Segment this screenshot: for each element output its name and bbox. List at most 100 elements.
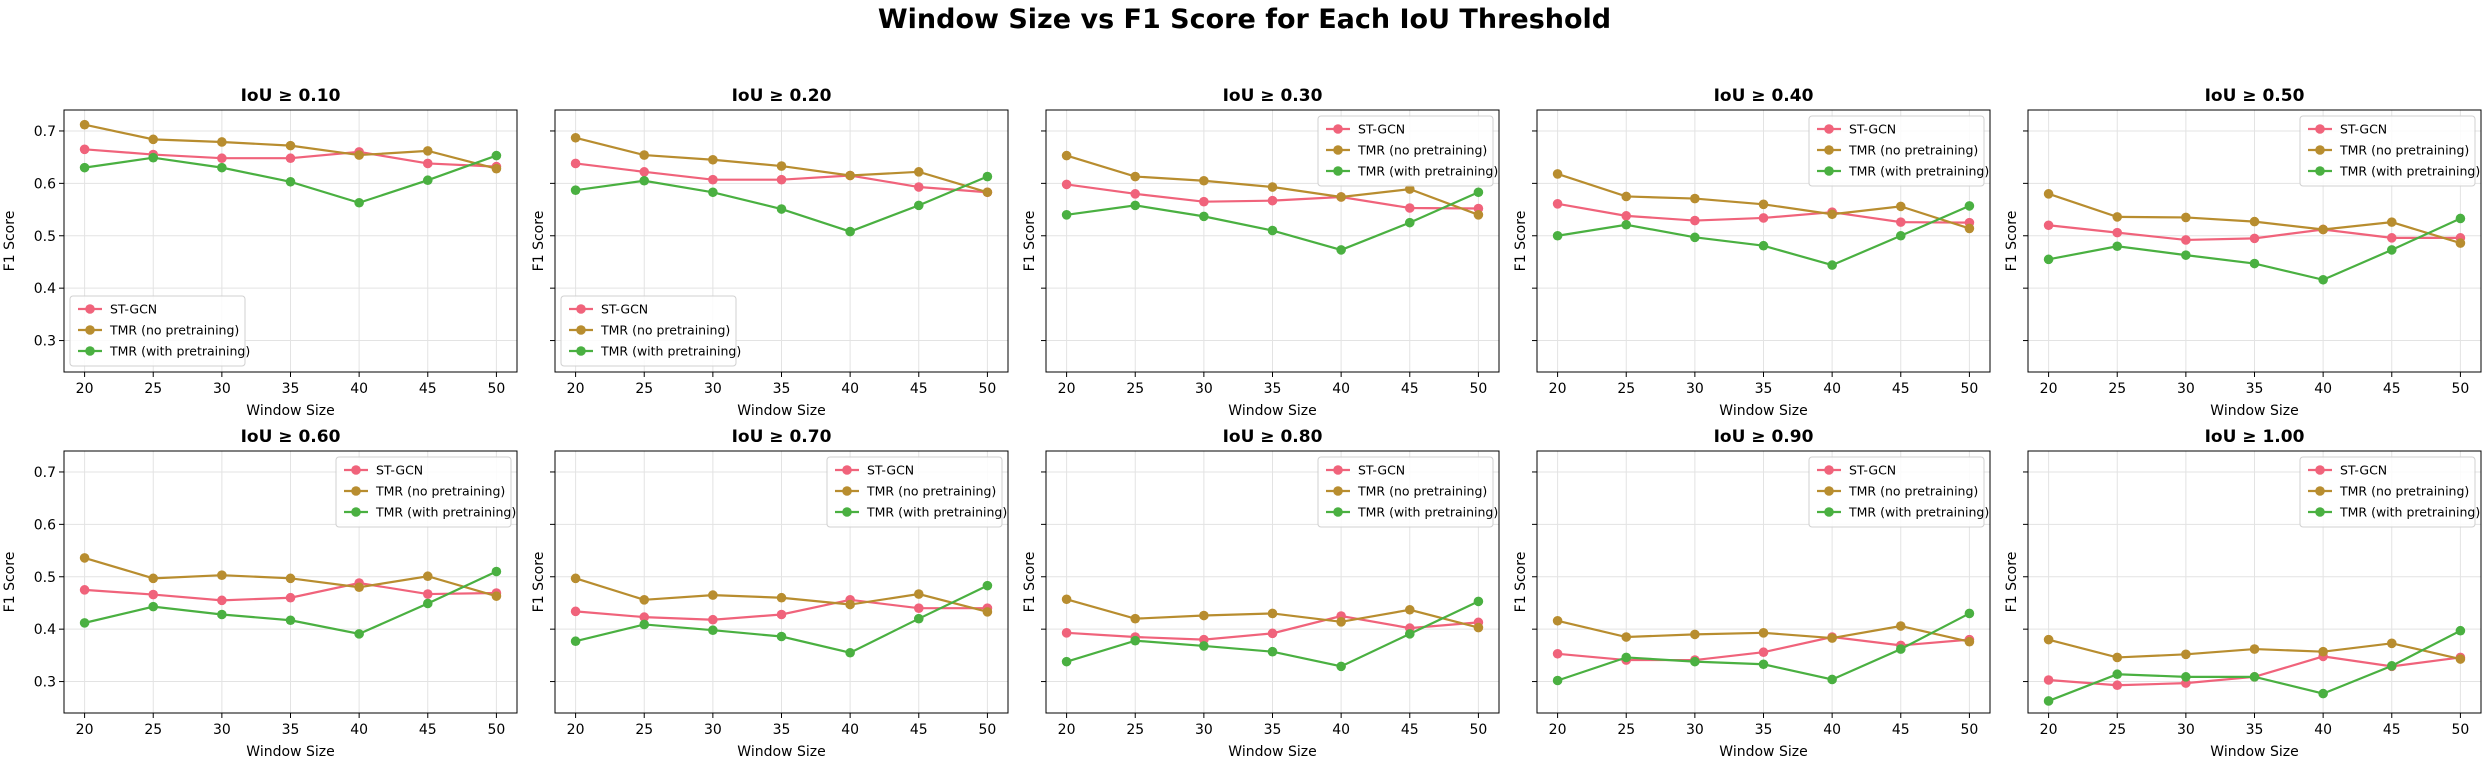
x-axis-label: Window Size <box>2210 403 2298 419</box>
legend-swatch-marker <box>1824 124 1834 134</box>
data-point <box>2181 250 2191 260</box>
data-point <box>2043 634 2054 645</box>
data-point <box>2455 238 2466 248</box>
x-tick-label: 35 <box>773 722 791 738</box>
x-tick-label: 30 <box>1195 381 1213 397</box>
legend-label: ST-GCN <box>2340 463 2387 478</box>
data-point <box>1199 175 1209 186</box>
data-point <box>1130 200 1141 211</box>
data-point <box>1758 240 1769 251</box>
data-point <box>1061 628 1072 638</box>
y-axis-label: F1 Score <box>1022 211 1038 272</box>
data-point <box>2112 212 2123 222</box>
subplot-title: IoU ≥ 0.50 <box>2205 86 2305 106</box>
data-point <box>1758 659 1769 670</box>
subplot-10: 20 25 30 35 40 45 50 IoU ≥ 1.00 Window Size F1 Sc… <box>2004 427 2482 760</box>
data-point <box>2318 274 2328 285</box>
data-point <box>1404 629 1415 639</box>
data-point <box>79 162 90 173</box>
series-tmr-no-pretraining <box>79 553 502 601</box>
subplot-4: 20 25 30 35 40 45 50 IoU ≥ 0.40 Window Size F1 Sc… <box>1513 86 1991 419</box>
x-tick-label: 35 <box>2246 381 2264 397</box>
y-tick-label: 0.5 <box>34 570 56 586</box>
x-tick-label: 50 <box>487 381 505 397</box>
data-point <box>2318 646 2328 657</box>
data-point <box>1061 594 1072 605</box>
y-tick-label: 0.5 <box>34 229 56 245</box>
y-tick-label: 0.3 <box>34 334 56 350</box>
x-tick-label: 20 <box>1058 722 1076 738</box>
data-point <box>491 163 502 174</box>
subplot-5: 20 25 30 35 40 45 50 IoU ≥ 0.50 Window Size F1 Sc… <box>2004 86 2482 419</box>
legend-box <box>826 456 1003 528</box>
data-point <box>776 161 787 171</box>
subplot-3: 20 25 30 35 40 45 50 IoU ≥ 0.30 Window Size F1 Sc… <box>1022 86 1500 419</box>
x-tick-label: 30 <box>1195 722 1213 738</box>
legend-swatch-marker <box>351 486 361 496</box>
axes-frame <box>2027 109 2482 373</box>
data-point <box>1404 184 1415 194</box>
x-tick-label: 45 <box>2383 381 2401 397</box>
x-tick-label: 30 <box>704 722 722 738</box>
data-point <box>1473 622 1484 633</box>
data-point <box>1199 211 1209 222</box>
data-point <box>2455 654 2466 664</box>
data-point <box>708 590 718 600</box>
data-point <box>1130 189 1141 199</box>
data-point <box>1895 201 1906 212</box>
data-point <box>217 609 227 620</box>
data-point <box>2043 696 2054 706</box>
legend-swatch-marker <box>2315 507 2325 517</box>
data-point <box>2386 217 2397 227</box>
x-tick-label: 40 <box>841 381 859 397</box>
axes-frame <box>554 109 1009 373</box>
legend-box <box>2299 456 2476 528</box>
legend-label: TMR (with pretraining) <box>2339 164 2480 179</box>
legend-swatch-marker <box>85 325 95 335</box>
x-tick-label: 20 <box>2040 722 2058 738</box>
y-axis-label: F1 Score <box>2 552 18 613</box>
axes-frame <box>1536 450 1991 714</box>
y-axis-label: F1 Score <box>2 211 18 272</box>
x-tick-label: 30 <box>1686 722 1704 738</box>
data-point <box>982 580 993 591</box>
x-tick-label: 45 <box>419 722 437 738</box>
data-point <box>776 592 787 603</box>
x-tick-label: 45 <box>2383 722 2401 738</box>
subplot-title: IoU ≥ 1.00 <box>2205 427 2305 447</box>
legend-label: TMR (no pretraining) <box>1848 143 1978 158</box>
data-point <box>217 162 227 173</box>
legend-swatch-marker <box>1333 507 1343 517</box>
data-point <box>1895 644 1906 654</box>
data-point <box>1758 628 1769 638</box>
legend-label: TMR (with pretraining) <box>600 344 741 359</box>
data-point <box>2043 189 2054 199</box>
series-tmr-no-pretraining <box>570 573 993 617</box>
x-tick-label: 25 <box>144 722 162 738</box>
legend-box <box>69 295 246 367</box>
data-point <box>79 119 90 130</box>
legend-label: TMR (with pretraining) <box>375 505 516 520</box>
legend-label: TMR (no pretraining) <box>1357 143 1487 158</box>
legend-swatch-marker <box>1824 507 1834 517</box>
data-point <box>1267 608 1278 619</box>
legend-swatch-marker <box>2315 486 2325 496</box>
data-point <box>148 152 159 163</box>
legend-label: ST-GCN <box>867 463 914 478</box>
x-tick-label: 50 <box>978 722 996 738</box>
data-point <box>79 144 90 155</box>
legend-swatch-marker <box>2315 124 2325 134</box>
x-tick-label: 25 <box>1617 722 1635 738</box>
data-point <box>285 153 296 164</box>
data-point <box>639 167 650 177</box>
x-tick-label: 25 <box>1617 381 1635 397</box>
x-tick-label: 50 <box>2451 381 2469 397</box>
x-tick-label: 50 <box>487 722 505 738</box>
axes-frame <box>1045 450 1500 714</box>
data-point <box>1473 187 1484 198</box>
series-tmr-with-pretraining <box>79 566 502 639</box>
data-point <box>639 619 650 630</box>
legend-swatch-marker <box>1824 145 1834 155</box>
data-point <box>285 176 296 187</box>
